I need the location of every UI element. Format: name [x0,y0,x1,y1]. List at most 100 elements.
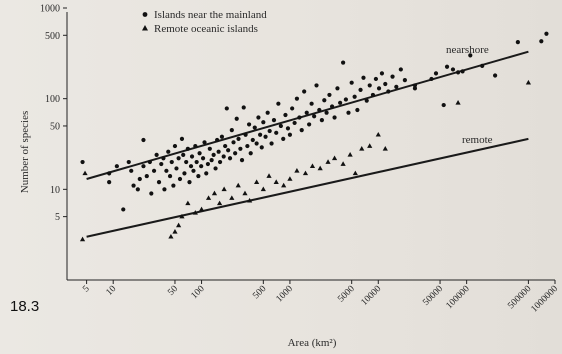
data-point-nearshore [285,126,291,131]
data-point-nearshore [329,104,335,109]
x-tick-label: 100000 [445,284,472,311]
data-point-nearshore [376,86,382,91]
data-point-nearshore [129,168,134,173]
data-point-nearshore [193,143,198,149]
data-point-remote [235,182,241,188]
data-point-remote [198,206,205,212]
data-point-nearshore [213,166,218,171]
data-point-nearshore [181,152,186,157]
data-point-nearshore [149,191,154,196]
data-point-nearshore [176,156,181,161]
data-point-nearshore [468,53,473,58]
data-point-remote [229,195,235,200]
figure-number: 18.3 [10,298,40,315]
data-point-remote [82,170,88,176]
data-point-nearshore [202,140,207,145]
data-point-nearshore [121,207,126,212]
data-point-nearshore [267,128,272,134]
data-point-nearshore [370,92,376,98]
data-point-nearshore [211,152,216,157]
data-point-nearshore [294,96,300,101]
data-point-nearshore [349,80,354,85]
data-point-remote [331,155,338,161]
data-point-nearshore [539,39,544,44]
data-point-nearshore [292,120,297,126]
data-point-nearshore [364,98,369,103]
data-point-nearshore [207,146,212,151]
data-point-nearshore [444,64,450,69]
data-point-nearshore [281,136,286,141]
data-point-nearshore [241,105,246,110]
x-tick-label: 100 [190,284,207,301]
data-point-nearshore [154,152,159,157]
data-point-nearshore [114,164,119,169]
y-tick-label: 50 [50,121,60,132]
data-point-nearshore [223,143,228,149]
data-point-remote [205,195,212,200]
data-point-nearshore [131,183,136,188]
data-point-nearshore [141,137,146,143]
data-point-remote [294,168,300,173]
data-point-nearshore [386,89,391,94]
data-point-nearshore [290,106,295,111]
data-point-nearshore [319,118,324,123]
data-point-remote [254,179,260,184]
data-point-nearshore [314,83,319,88]
data-point-nearshore [261,120,266,125]
data-point-nearshore [107,171,112,176]
data-point-remote [273,179,279,184]
data-point-nearshore [248,151,253,156]
data-point-remote [325,159,331,164]
data-point-nearshore [179,136,185,141]
data-point-remote [375,131,381,137]
data-point-nearshore [312,114,317,119]
data-point-nearshore [215,137,220,143]
data-point-nearshore [185,146,190,151]
data-point-nearshore [433,71,439,76]
data-point-nearshore [80,159,85,165]
data-points [79,31,549,242]
data-point-nearshore [126,159,131,165]
data-point-remote [260,186,266,192]
data-point-nearshore [327,92,332,98]
data-point-remote [79,236,86,242]
data-point-remote [172,229,178,234]
data-point-remote [302,170,309,176]
data-point-nearshore [373,76,379,82]
trend-line-nearshore [86,50,529,180]
data-point-nearshore [299,128,304,133]
data-point-nearshore [263,134,268,139]
data-point-nearshore [141,164,146,169]
data-point-remote [352,170,358,176]
data-point-remote [242,190,248,196]
data-point-nearshore [256,115,261,120]
data-point-nearshore [151,168,157,173]
data-point-remote [247,197,253,203]
data-point-nearshore [361,75,366,80]
data-point-nearshore [238,146,243,151]
data-point-nearshore [188,164,194,169]
data-point-nearshore [236,136,241,141]
data-point-nearshore [156,180,162,185]
data-point-remote [359,145,365,151]
x-tick-label: 1000000 [530,284,561,315]
data-point-nearshore [544,31,549,36]
data-point-nearshore [184,159,189,165]
data-point-nearshore [269,141,274,146]
data-point-nearshore [229,128,234,133]
data-point-remote [168,233,174,239]
data-point-nearshore [343,97,348,102]
data-point-nearshore [346,110,351,115]
data-point-remote [525,79,532,85]
y-tick-label: 5 [55,212,60,223]
data-point-remote [455,100,461,105]
data-point-remote [367,143,373,148]
data-point-nearshore [224,106,229,111]
legend: Islands near the mainland Remote oceanic … [142,9,267,35]
data-point-nearshore [317,107,322,113]
data-point-nearshore [398,67,403,72]
data-point-nearshore [265,110,270,115]
data-point-nearshore [209,158,214,163]
